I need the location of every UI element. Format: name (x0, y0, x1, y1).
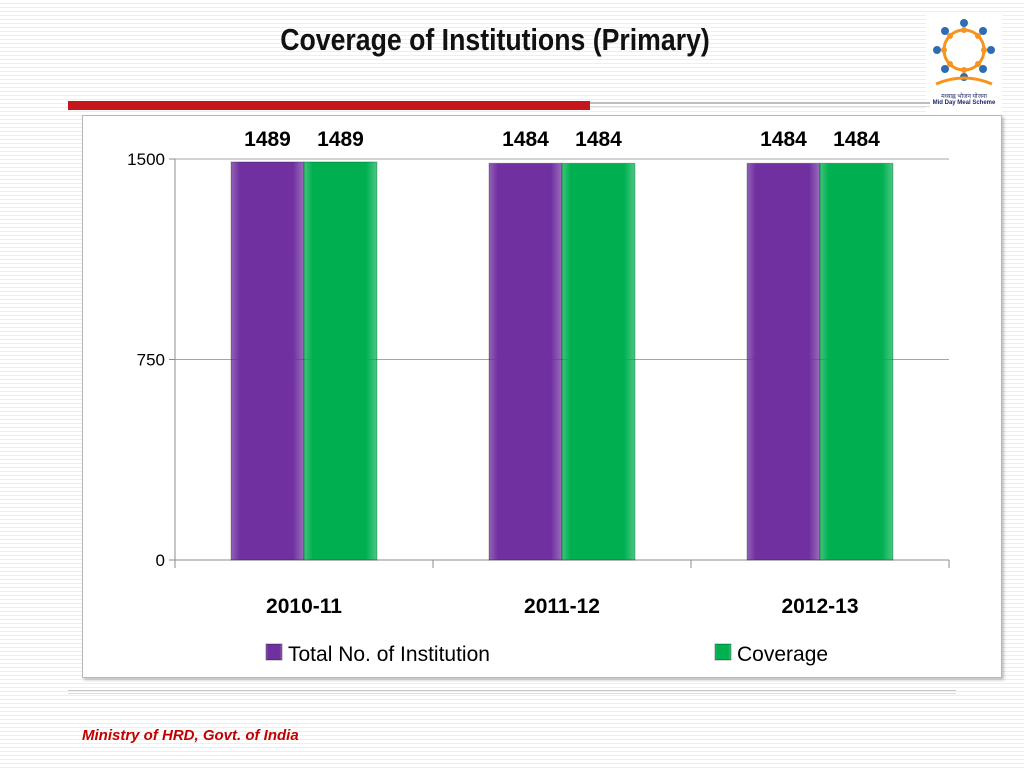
title-underline-grey (590, 102, 930, 104)
legend-label-total: Total No. of Institution (288, 643, 490, 666)
data-label: 1484 (833, 128, 880, 151)
x-tick-label: 2012-13 (781, 595, 858, 618)
data-label: 1489 (317, 128, 364, 151)
mid-day-meal-logo: मध्याह्न भोजन योजना Mid Day Meal Scheme (926, 14, 1002, 118)
data-label: 1484 (502, 128, 549, 151)
y-tick-label: 750 (137, 351, 165, 370)
bar-coverage (303, 161, 378, 561)
data-label: 1489 (244, 128, 291, 151)
logo-emblem-icon (933, 19, 995, 86)
chart-frame: 0 750 1500 1489 1489 2010-11 1484 1484 2011-12 14… (82, 115, 1002, 678)
bar-total (230, 161, 305, 561)
data-label: 1484 (575, 128, 622, 151)
x-tick-label: 2011-12 (524, 595, 600, 618)
legend-swatch-total (265, 643, 283, 661)
legend-swatch-coverage (714, 643, 732, 661)
legend-label-coverage: Coverage (737, 643, 828, 666)
footer-divider-thin (68, 693, 956, 694)
y-tick-label: 1500 (127, 150, 165, 169)
slide-title: Coverage of Institutions (Primary) (280, 22, 710, 57)
data-label: 1484 (760, 128, 807, 151)
footer-text: Ministry of HRD, Govt. of India (82, 727, 299, 744)
bar-coverage (819, 162, 894, 561)
y-tick-label: 0 (156, 551, 165, 570)
bar-total (746, 162, 821, 561)
title-underline-grey-thin (590, 106, 930, 107)
logo-hindi-text: मध्याह्न भोजन योजना (941, 94, 987, 100)
x-tick-label: 2010-11 (266, 595, 342, 618)
logo-english-text: Mid Day Meal Scheme (932, 100, 996, 106)
bar-coverage (561, 162, 636, 561)
title-underline-red (68, 101, 590, 110)
bar-chart: 0 750 1500 1489 1489 2010-11 1484 1484 2011-12 14… (127, 128, 950, 666)
footer-divider (68, 690, 956, 691)
bar-total (488, 162, 563, 561)
